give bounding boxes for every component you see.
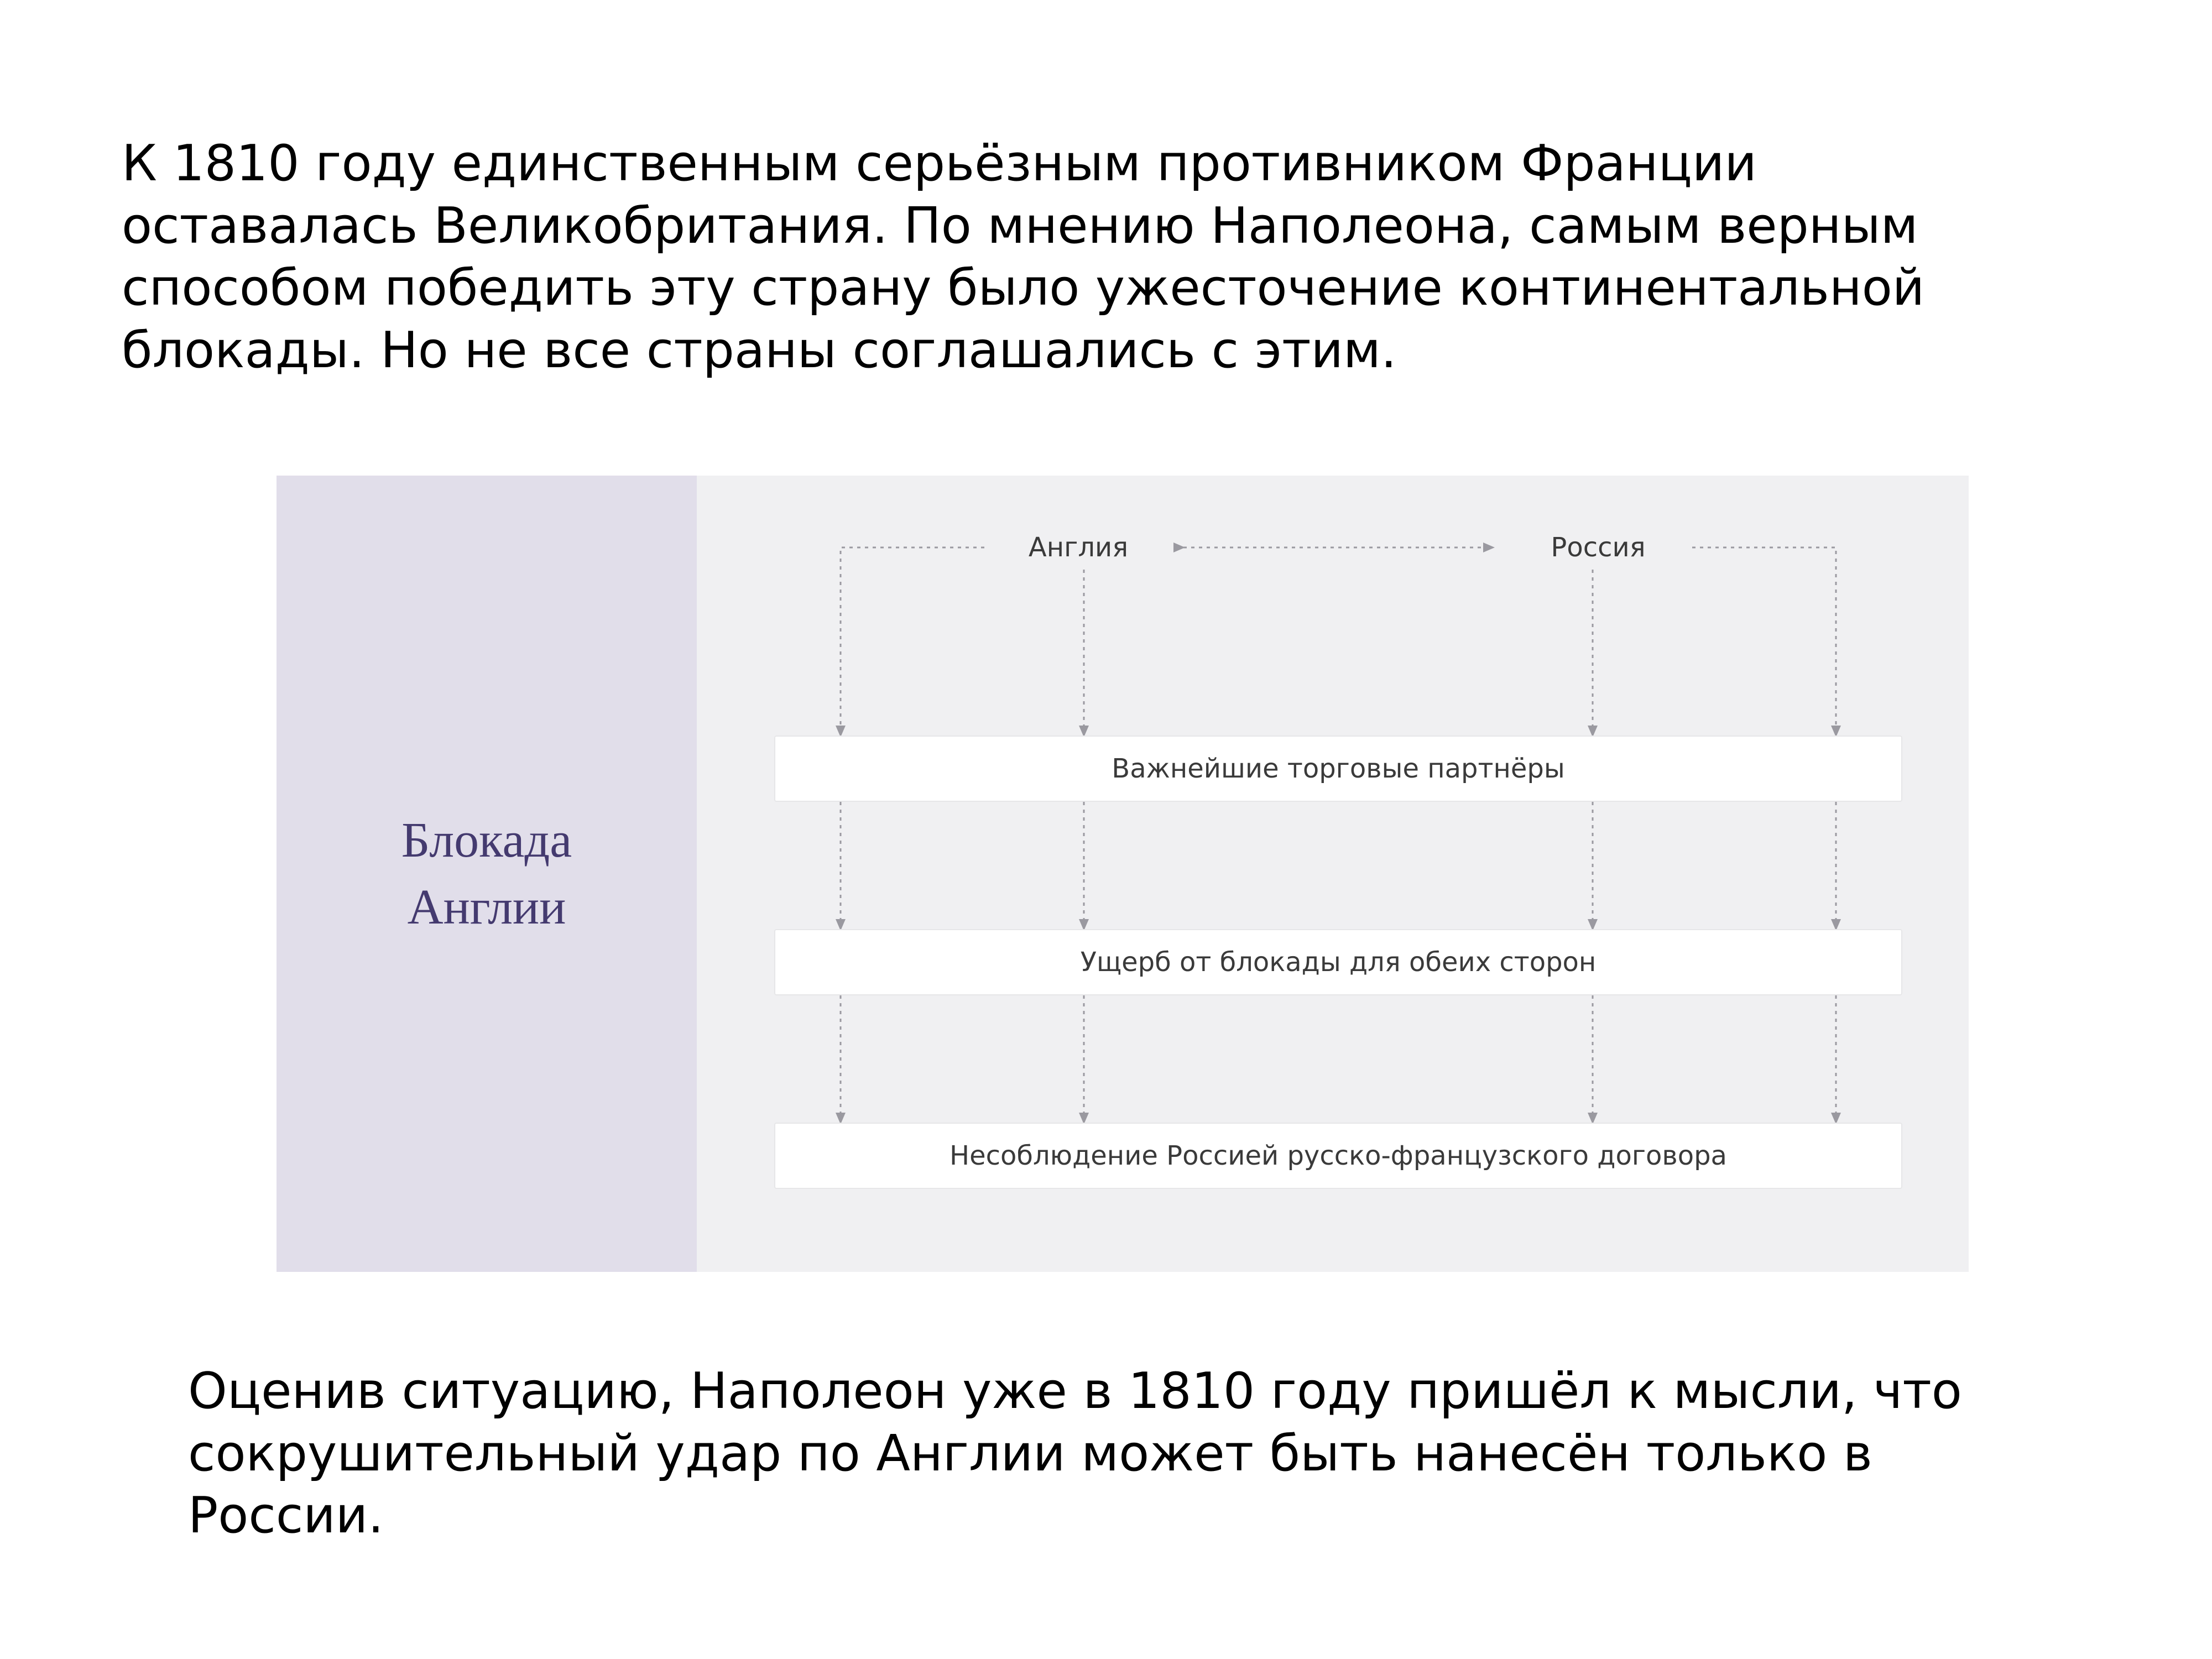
slide: К 1810 году единственным серьёзным проти…: [0, 0, 2212, 1659]
diagram-side: Блокада Англии: [276, 476, 697, 1272]
side-title-line2: Англии: [408, 880, 566, 935]
flow-row-2: Ущерб от блокады для обеих сторон: [774, 929, 1902, 995]
top-paragraph: К 1810 году единственным серьёзным проти…: [122, 133, 2068, 382]
bottom-paragraph: Оценив ситуацию, Наполеон уже в 1810 год…: [188, 1360, 2068, 1547]
flow-row-3: Несоблюдение Россией русско-французского…: [774, 1123, 1902, 1189]
diagram-panel: Блокада Англии: [276, 476, 1969, 1272]
flow-top-right: Россия: [1515, 525, 1681, 570]
flow-top-left: Англия: [995, 525, 1161, 570]
diagram-flow: Англия Россия Важнейшие торговые партнёр…: [697, 476, 1969, 1272]
flow-row-1: Важнейшие торговые партнёры: [774, 735, 1902, 802]
diagram-side-title: Блокада Англии: [401, 807, 572, 941]
side-title-line1: Блокада: [401, 813, 572, 868]
